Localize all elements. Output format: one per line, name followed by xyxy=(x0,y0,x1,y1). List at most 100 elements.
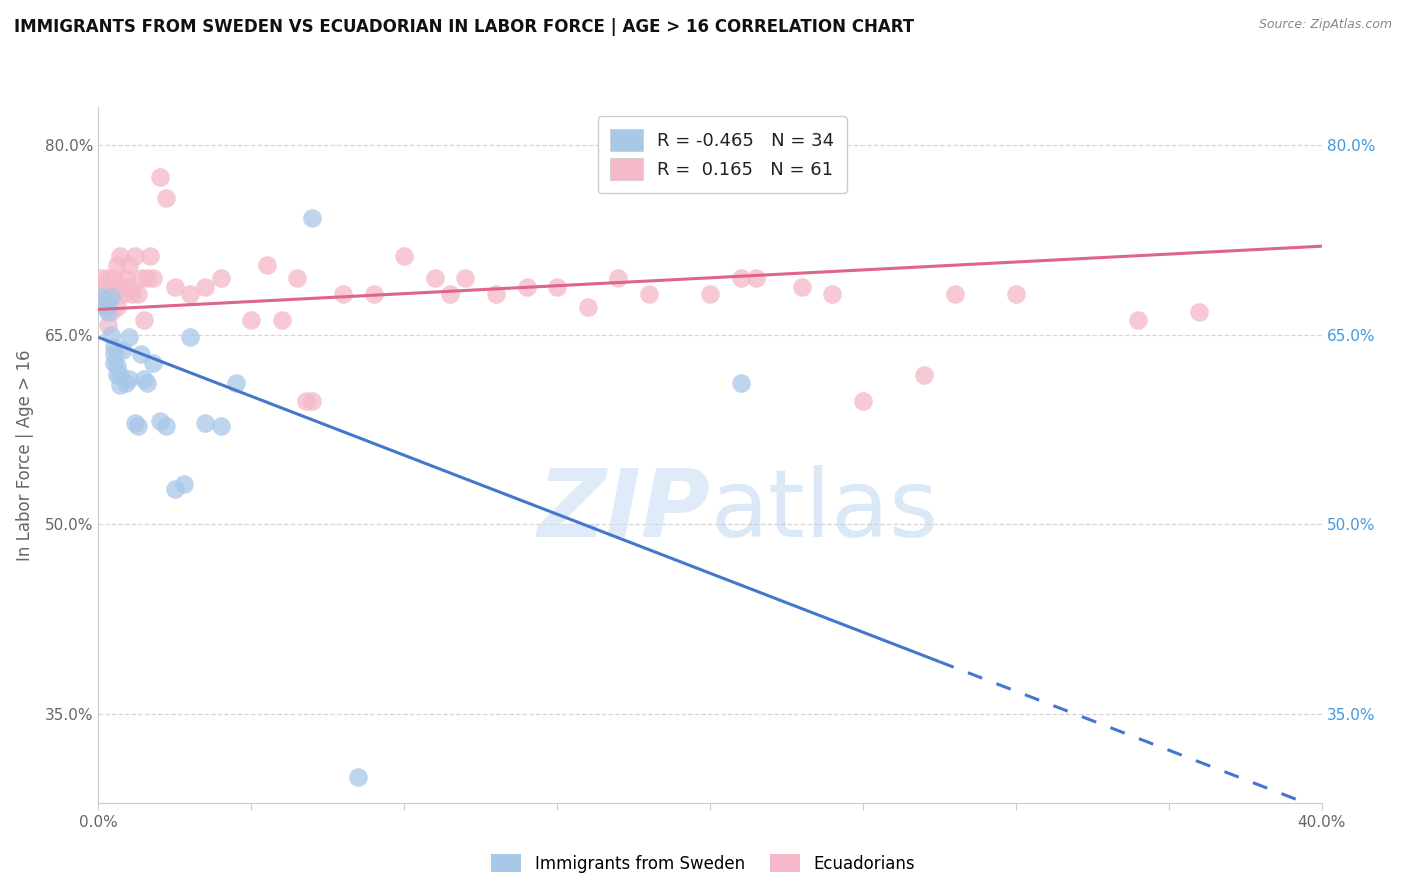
Point xyxy=(134,312,156,326)
Text: ZIP: ZIP xyxy=(537,465,710,557)
Point xyxy=(124,417,146,431)
Point xyxy=(1188,305,1211,319)
Point xyxy=(97,305,120,319)
Point xyxy=(139,249,162,263)
Point xyxy=(256,258,278,272)
Point xyxy=(136,376,159,390)
Point xyxy=(97,270,120,285)
Point xyxy=(699,287,721,301)
Point xyxy=(97,318,120,332)
Point xyxy=(179,287,201,301)
Point xyxy=(745,270,768,285)
Point xyxy=(332,287,354,301)
Point xyxy=(285,270,308,285)
Point xyxy=(454,270,477,285)
Point xyxy=(270,312,292,326)
Point xyxy=(103,340,125,354)
Point xyxy=(240,312,263,326)
Point xyxy=(121,287,143,301)
Point xyxy=(1128,312,1150,326)
Point xyxy=(90,290,112,304)
Point xyxy=(225,376,247,390)
Point xyxy=(155,191,177,205)
Point xyxy=(136,270,159,285)
Point xyxy=(516,279,538,293)
Point xyxy=(105,300,128,314)
Point xyxy=(97,294,120,309)
Point xyxy=(209,418,232,433)
Point xyxy=(103,355,125,369)
Point xyxy=(912,368,935,383)
Point xyxy=(93,293,115,307)
Point xyxy=(103,270,125,285)
Point xyxy=(105,368,128,383)
Point xyxy=(149,169,172,184)
Point xyxy=(115,270,138,285)
Legend: Immigrants from Sweden, Ecuadorians: Immigrants from Sweden, Ecuadorians xyxy=(485,847,921,880)
Point xyxy=(115,376,138,390)
Point xyxy=(790,279,813,293)
Point xyxy=(118,258,141,272)
Point xyxy=(485,287,508,301)
Point xyxy=(100,290,122,304)
Point xyxy=(439,287,461,301)
Point xyxy=(118,372,141,386)
Point xyxy=(730,270,752,285)
Point xyxy=(142,270,165,285)
Text: IMMIGRANTS FROM SWEDEN VS ECUADORIAN IN LABOR FORCE | AGE > 16 CORRELATION CHART: IMMIGRANTS FROM SWEDEN VS ECUADORIAN IN … xyxy=(14,18,914,36)
Point xyxy=(155,418,177,433)
Point xyxy=(108,279,131,293)
Point xyxy=(149,414,172,428)
Point xyxy=(129,347,152,361)
Point xyxy=(124,249,146,263)
Point xyxy=(637,287,661,301)
Point xyxy=(100,305,122,319)
Point xyxy=(209,270,232,285)
Point xyxy=(730,376,752,390)
Text: atlas: atlas xyxy=(710,465,938,557)
Point xyxy=(103,347,125,361)
Point xyxy=(852,393,875,408)
Point xyxy=(163,482,186,496)
Point xyxy=(347,771,370,785)
Legend: R = -0.465   N = 34, R =  0.165   N = 61: R = -0.465 N = 34, R = 0.165 N = 61 xyxy=(598,116,846,193)
Point xyxy=(93,300,115,314)
Point xyxy=(821,287,844,301)
Point xyxy=(118,330,141,344)
Point xyxy=(108,249,131,263)
Y-axis label: In Labor Force | Age > 16: In Labor Force | Age > 16 xyxy=(15,349,34,561)
Point xyxy=(576,300,599,314)
Point xyxy=(134,372,156,386)
Point xyxy=(127,418,149,433)
Point xyxy=(392,249,416,263)
Point xyxy=(142,355,165,369)
Point xyxy=(194,279,217,293)
Point xyxy=(295,393,318,408)
Point xyxy=(108,368,131,383)
Point xyxy=(100,327,122,342)
Point xyxy=(607,270,630,285)
Point xyxy=(90,290,112,304)
Point xyxy=(423,270,446,285)
Point xyxy=(129,270,152,285)
Point xyxy=(943,287,966,301)
Point xyxy=(90,270,112,285)
Point xyxy=(179,330,201,344)
Point xyxy=(173,477,195,491)
Point xyxy=(301,393,323,408)
Point xyxy=(127,287,149,301)
Point xyxy=(111,287,134,301)
Point xyxy=(111,343,134,357)
Point xyxy=(163,279,186,293)
Point xyxy=(103,287,125,301)
Point xyxy=(105,359,128,374)
Point xyxy=(363,287,385,301)
Point xyxy=(546,279,568,293)
Point xyxy=(118,279,141,293)
Point xyxy=(105,258,128,272)
Point xyxy=(194,417,217,431)
Point xyxy=(108,378,131,392)
Point xyxy=(93,279,115,293)
Text: Source: ZipAtlas.com: Source: ZipAtlas.com xyxy=(1258,18,1392,31)
Point xyxy=(1004,287,1026,301)
